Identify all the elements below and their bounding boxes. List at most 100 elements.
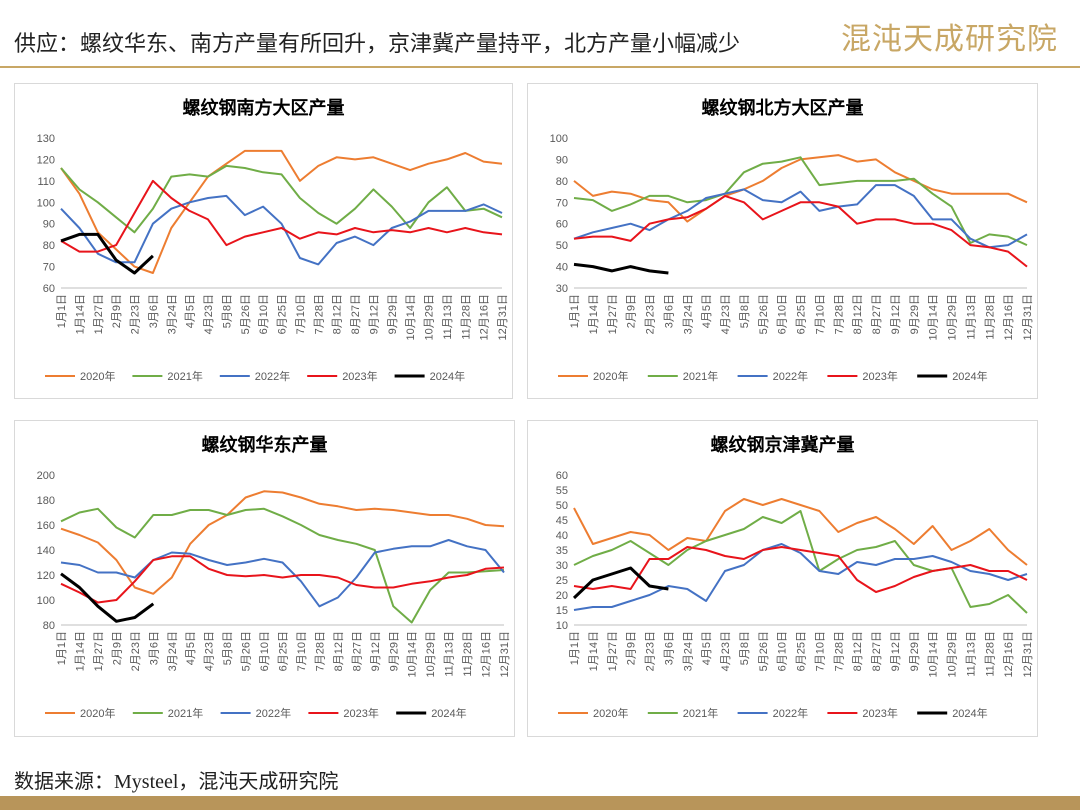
x-tick-label: 8月12日 — [332, 294, 344, 334]
x-tick-label: 1月1日 — [569, 631, 581, 665]
legend-label: 2022年 — [256, 706, 291, 720]
x-tick-label: 5月8日 — [739, 631, 751, 665]
x-tick-label: 5月8日 — [221, 294, 233, 328]
x-tick-label: 11月13日 — [965, 631, 977, 677]
y-tick-label: 40 — [556, 530, 568, 542]
series-line — [573, 154, 1028, 223]
x-tick-label: 6月10日 — [258, 294, 270, 334]
x-tick-label: 6月25日 — [796, 631, 808, 671]
series-line — [573, 184, 1028, 249]
x-tick-label: 12月16日 — [481, 631, 493, 677]
x-tick-label: 10月29日 — [424, 294, 436, 340]
x-tick-label: 3月24日 — [166, 294, 178, 334]
y-tick-label: 20 — [556, 590, 568, 602]
x-tick-label: 5月26日 — [758, 631, 770, 671]
x-tick-label: 1月27日 — [93, 631, 105, 671]
y-tick-label: 110 — [37, 176, 55, 188]
series-line — [60, 507, 505, 624]
x-tick-label: 7月28日 — [833, 631, 845, 671]
x-tick-label: 3月6日 — [148, 294, 160, 328]
x-tick-label: 10月14日 — [405, 294, 417, 340]
y-tick-label: 60 — [43, 283, 55, 295]
x-tick-label: 4月5日 — [185, 631, 197, 665]
series-line — [60, 164, 503, 234]
x-tick-label: 7月10日 — [295, 294, 307, 334]
y-tick-label: 50 — [556, 240, 568, 252]
x-tick-label: 6月10日 — [777, 294, 789, 334]
x-tick-label: 4月5日 — [185, 294, 197, 328]
y-tick-label: 70 — [556, 197, 568, 209]
legend-label: 2022年 — [255, 369, 290, 383]
x-tick-label: 1月1日 — [56, 631, 68, 665]
y-tick-label: 30 — [556, 283, 568, 295]
y-tick-label: 200 — [37, 470, 55, 482]
x-tick-label: 8月27日 — [871, 294, 883, 334]
x-tick-label: 9月12日 — [890, 294, 902, 334]
series-line — [60, 572, 155, 623]
x-tick-label: 2月23日 — [130, 631, 142, 671]
x-tick-label: 3月24日 — [167, 631, 179, 671]
series-line — [573, 543, 1028, 611]
legend-label: 2021年 — [683, 706, 718, 720]
y-tick-label: 25 — [556, 575, 568, 587]
x-tick-label: 4月23日 — [720, 631, 732, 671]
y-tick-label: 100 — [37, 197, 55, 209]
x-tick-label: 10月29日 — [425, 631, 437, 677]
logo: 混沌天成研究院 — [841, 23, 1058, 56]
x-tick-label: 4月5日 — [701, 294, 713, 328]
legend-label: 2024年 — [431, 706, 466, 720]
x-tick-label: 9月29日 — [388, 631, 400, 671]
x-tick-label: 11月28日 — [984, 294, 996, 340]
x-tick-label: 10月14日 — [928, 294, 940, 340]
legend-label: 2023年 — [343, 706, 378, 720]
y-tick-label: 100 — [550, 133, 568, 145]
x-tick-label: 5月26日 — [241, 631, 253, 671]
y-tick-label: 60 — [556, 470, 568, 482]
x-tick-label: 12月31日 — [499, 631, 511, 677]
chart-title: 螺纹钢华东产量 — [202, 434, 328, 455]
x-tick-label: 8月27日 — [351, 631, 363, 671]
x-tick-label: 11月13日 — [444, 631, 456, 677]
y-tick-label: 55 — [556, 485, 568, 497]
series-line — [60, 149, 503, 274]
y-tick-label: 100 — [37, 595, 55, 607]
x-tick-label: 1月1日 — [56, 294, 68, 328]
x-tick-label: 2月23日 — [130, 294, 142, 334]
x-tick-label: 10月14日 — [928, 631, 940, 677]
x-tick-label: 11月28日 — [984, 631, 996, 677]
x-tick-label: 9月12日 — [370, 631, 382, 671]
x-tick-label: 5月8日 — [739, 294, 751, 328]
x-tick-label: 12月31日 — [497, 294, 509, 340]
x-tick-label: 5月26日 — [240, 294, 252, 334]
legend-label: 2022年 — [773, 706, 808, 720]
chart: 螺纹钢北方大区产量 30 40 50 60 70 80 90 100 1月1日 1月14日 1月27日… — [527, 83, 1038, 399]
x-tick-label: 7月28日 — [314, 631, 326, 671]
y-tick-label: 10 — [556, 620, 568, 632]
legend-label: 2021年 — [683, 369, 718, 383]
x-tick-label: 3月6日 — [148, 631, 160, 665]
x-tick-label: 3月6日 — [663, 294, 675, 328]
y-tick-label: 80 — [43, 620, 55, 632]
y-tick-label: 120 — [37, 154, 55, 166]
x-tick-label: 11月13日 — [965, 294, 977, 340]
x-tick-label: 11月28日 — [460, 294, 472, 340]
x-tick-label: 11月28日 — [462, 631, 474, 677]
footer-bar — [0, 796, 1080, 810]
x-tick-label: 10月29日 — [947, 294, 959, 340]
header-rule — [0, 66, 1080, 68]
x-tick-label: 9月12日 — [890, 631, 902, 671]
x-tick-label: 7月10日 — [814, 631, 826, 671]
series-line — [60, 179, 503, 253]
series-line — [60, 232, 154, 275]
x-tick-label: 11月13日 — [442, 294, 454, 340]
legend-label: 2024年 — [952, 706, 987, 720]
y-tick-label: 80 — [556, 176, 568, 188]
x-tick-label: 8月12日 — [852, 631, 864, 671]
x-tick-label: 4月5日 — [701, 631, 713, 665]
y-tick-label: 90 — [556, 154, 568, 166]
series-line — [573, 498, 1028, 566]
x-tick-label: 6月10日 — [259, 631, 271, 671]
chart: 螺纹钢华东产量 80 100 120 140 160 180 200 1月1日 1月14日 1月27… — [14, 420, 515, 737]
legend-label: 2021年 — [168, 706, 203, 720]
page-title: 供应：螺纹华东、南方产量有所回升，京津冀产量持平，北方产量小幅减少 — [14, 31, 741, 56]
